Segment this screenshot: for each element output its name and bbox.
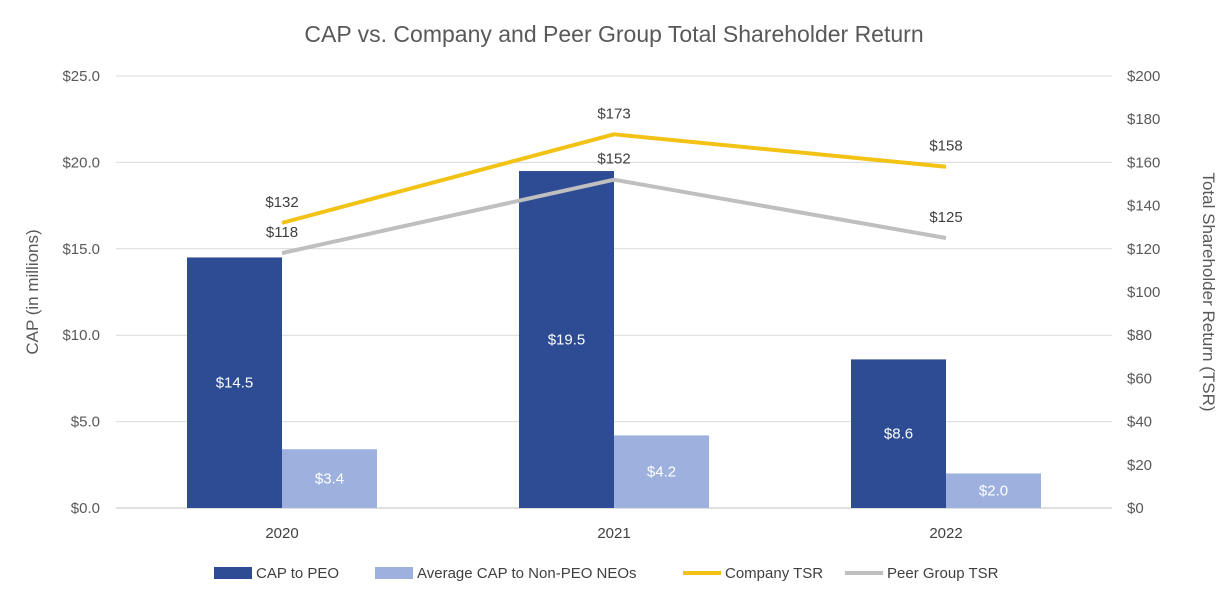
series-line bbox=[281, 132, 947, 225]
x-tick-label: 2021 bbox=[597, 525, 630, 542]
y2-axis-title: Total Shareholder Return (TSR) bbox=[1199, 172, 1218, 411]
legend-swatch bbox=[214, 567, 252, 579]
y2-tick-label: $20 bbox=[1127, 457, 1152, 474]
y-tick-label: $25.0 bbox=[62, 68, 100, 85]
y2-tick-label: $80 bbox=[1127, 327, 1152, 344]
chart-title: CAP vs. Company and Peer Group Total Sha… bbox=[304, 21, 923, 47]
y2-tick-label: $200 bbox=[1127, 68, 1160, 85]
bar bbox=[187, 257, 282, 508]
y2-tick-label: $40 bbox=[1127, 414, 1152, 431]
line-data-label: $173 bbox=[597, 105, 630, 122]
y-tick-label: $20.0 bbox=[62, 154, 100, 171]
y2-tick-label: $140 bbox=[1127, 198, 1160, 215]
y2-tick-label: $120 bbox=[1127, 241, 1160, 258]
bar bbox=[946, 473, 1041, 508]
y2-tick-label: $100 bbox=[1127, 284, 1160, 301]
legend-label: Average CAP to Non-PEO NEOs bbox=[417, 565, 637, 582]
y2-tick-label: $0 bbox=[1127, 500, 1144, 517]
legend-label: CAP to PEO bbox=[256, 565, 339, 582]
left-axis-ticks: $0.0 $5.0 $10.0 $15.0 $20.0 $25.0 bbox=[62, 68, 100, 517]
line-data-label: $158 bbox=[929, 138, 962, 155]
y2-tick-label: $160 bbox=[1127, 154, 1160, 171]
x-axis-ticks: 2020 2021 2022 bbox=[265, 525, 962, 542]
legend: CAP to PEO Average CAP to Non-PEO NEOs Com… bbox=[214, 565, 999, 582]
legend-label: Company TSR bbox=[725, 565, 823, 582]
bars: $14.5 $19.5 $8.6 $3.4 $4.2 $2.0 bbox=[187, 171, 1041, 509]
lines: $132 $173 $158 $118 $152 $125 bbox=[265, 105, 963, 256]
bar bbox=[614, 435, 709, 508]
legend-label: Peer Group TSR bbox=[887, 565, 999, 582]
bar bbox=[519, 171, 614, 509]
bar-data-label: $3.4 bbox=[315, 471, 344, 488]
y-tick-label: $5.0 bbox=[71, 414, 100, 431]
x-tick-label: 2022 bbox=[929, 525, 962, 542]
bar-data-label: $2.0 bbox=[979, 483, 1008, 500]
y-tick-label: $15.0 bbox=[62, 241, 100, 258]
y2-tick-label: $60 bbox=[1127, 370, 1152, 387]
y-axis-title: CAP (in millions) bbox=[23, 229, 42, 354]
line-data-label: $118 bbox=[266, 224, 298, 241]
line-data-label: $125 bbox=[929, 209, 962, 226]
line-data-label: $152 bbox=[597, 151, 630, 168]
bar-data-label: $8.6 bbox=[884, 426, 913, 443]
x-tick-label: 2020 bbox=[265, 525, 298, 542]
y-tick-label: $0.0 bbox=[71, 500, 100, 517]
bar bbox=[851, 359, 946, 508]
bar-data-label: $14.5 bbox=[216, 375, 254, 392]
series-line bbox=[281, 177, 947, 256]
right-axis-ticks: $0 $20 $40 $60 $80 $100 $120 $140 $160 $180 $200 bbox=[1127, 68, 1160, 517]
line-data-label: $132 bbox=[265, 194, 298, 211]
y-tick-label: $10.0 bbox=[62, 327, 100, 344]
legend-swatch bbox=[375, 567, 413, 579]
y2-tick-label: $180 bbox=[1127, 111, 1160, 128]
bar-data-label: $19.5 bbox=[548, 332, 586, 349]
bar-data-label: $4.2 bbox=[647, 464, 676, 481]
bar bbox=[282, 449, 377, 508]
